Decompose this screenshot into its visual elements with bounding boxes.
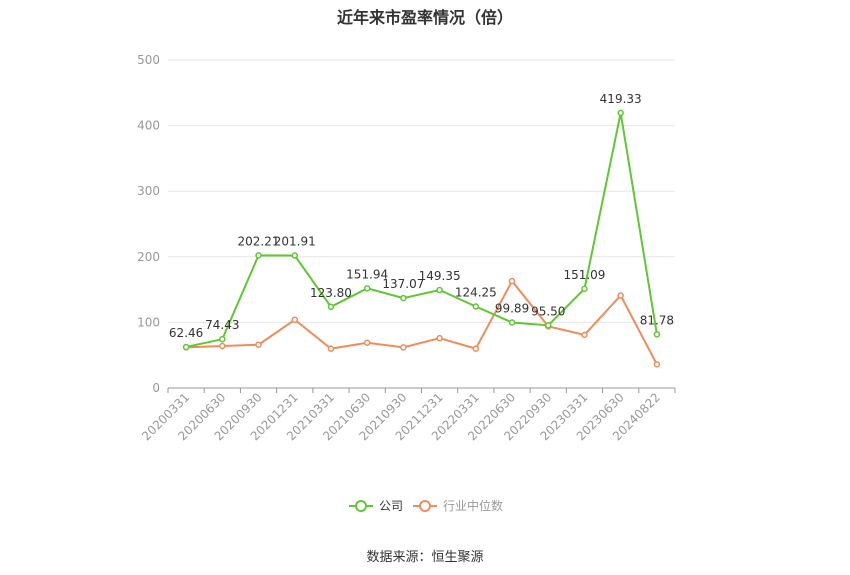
industry-point (363, 339, 371, 346)
y-tick-label: 0 (152, 381, 160, 395)
industry-series-line (186, 279, 658, 365)
chart-title: 近年来市盈率情况（倍） (336, 8, 513, 27)
company-point (291, 252, 298, 259)
legend-industry-marker (419, 500, 431, 512)
data-label: 151.94 (346, 267, 388, 281)
data-label: 124.25 (455, 285, 497, 299)
company-point (219, 335, 226, 343)
company-point (472, 303, 480, 310)
data-label: 123.80 (310, 286, 352, 300)
legend-company-label: 公司 (379, 499, 403, 513)
data-label: 81.78 (640, 313, 674, 327)
industry-point (508, 277, 516, 285)
company-point (255, 252, 262, 259)
industry-point (219, 342, 226, 350)
industry-point (581, 331, 588, 339)
data-label: 419.33 (600, 92, 642, 106)
company-point (327, 303, 335, 311)
data-label: 137.07 (382, 277, 424, 291)
company-point (653, 331, 661, 338)
company-point (545, 322, 552, 329)
company-series-line (185, 112, 658, 349)
company-point (363, 285, 371, 292)
industry-point (653, 361, 661, 368)
industry-point (255, 341, 262, 348)
industry-point (327, 345, 335, 352)
data-label: 99.89 (495, 301, 529, 315)
y-tick-label: 200 (137, 250, 160, 264)
company-point (400, 294, 407, 302)
industry-point (617, 292, 624, 299)
source-note: 数据来源：恒生聚源 (366, 550, 484, 565)
y-tick-label: 300 (137, 184, 160, 198)
legend-industry-label: 行业中位数 (443, 498, 503, 513)
industry-point (436, 334, 443, 342)
industry-point (400, 344, 407, 351)
industry-point (472, 345, 480, 352)
company-point (436, 286, 443, 294)
y-tick-label: 500 (137, 53, 160, 67)
company-point (508, 319, 516, 326)
data-label: 149.35 (419, 269, 461, 283)
company-point (182, 343, 190, 351)
data-label: 74.43 (205, 318, 239, 332)
industry-point (291, 316, 298, 324)
data-label: 151.09 (563, 268, 605, 282)
company-point (617, 109, 624, 117)
data-label: 201.91 (274, 235, 316, 249)
data-label: 62.46 (169, 326, 203, 340)
data-label: 95.50 (531, 304, 565, 318)
y-tick-label: 100 (137, 315, 160, 329)
y-tick-label: 400 (137, 119, 160, 133)
data-label: 202.21 (238, 234, 280, 248)
legend-company-marker (355, 500, 367, 512)
company-point (581, 285, 588, 293)
